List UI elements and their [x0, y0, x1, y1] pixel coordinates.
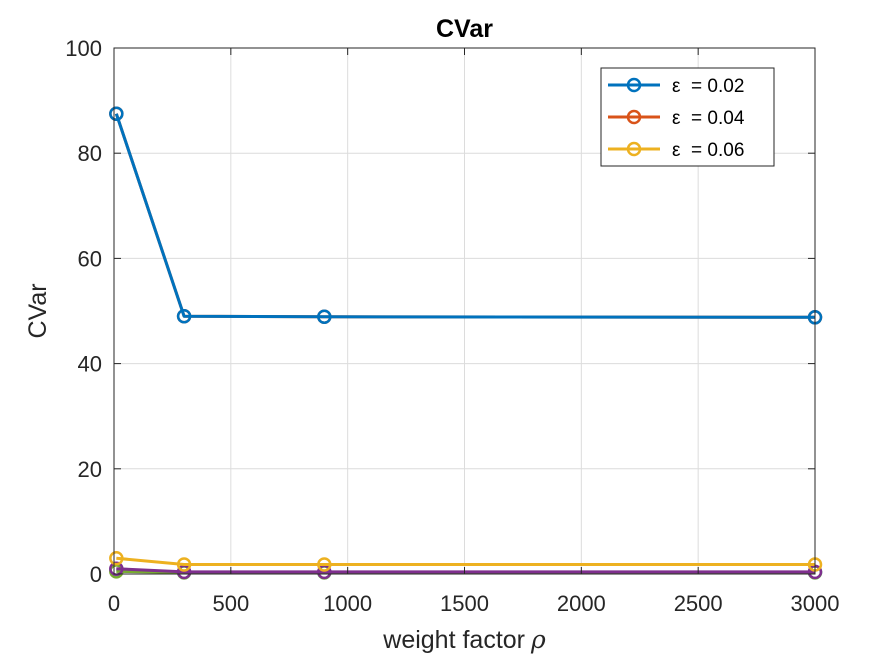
data-point	[317, 309, 332, 325]
x-tick-label: 500	[212, 591, 249, 616]
legend-items: ε = 0.02 ε = 0.04 ε = 0.06	[608, 76, 745, 161]
legend-marker	[626, 109, 642, 125]
legend-marker	[626, 141, 642, 157]
y-tick-labels: 0 20 40 60 80 100	[65, 36, 102, 587]
x-tick-label: 1500	[440, 591, 489, 616]
y-tick-label: 80	[78, 141, 102, 166]
series-0	[109, 106, 823, 325]
x-tick-label: 2000	[557, 591, 606, 616]
ticks	[113, 47, 816, 575]
legend-item: ε = 0.06	[608, 140, 744, 161]
legend-marker	[626, 77, 642, 93]
series-2	[109, 550, 823, 572]
data-point	[176, 557, 192, 572]
x-tick-labels: 0 500 1000 1500 2000 2500 3000	[108, 591, 840, 616]
legend: ε = 0.02 ε = 0.04 ε = 0.06	[600, 67, 775, 167]
data-point	[109, 550, 124, 566]
y-tick-label: 100	[65, 36, 102, 61]
data-point	[317, 557, 332, 572]
legend-item: ε = 0.04	[608, 108, 745, 129]
x-tick-label: 2500	[674, 591, 723, 616]
legend-label: ε = 0.02	[672, 76, 744, 97]
x-tick-label: 1000	[323, 591, 372, 616]
legend-label: ε = 0.04	[672, 108, 745, 129]
y-tick-label: 20	[78, 457, 102, 482]
x-tick-label: 0	[108, 591, 120, 616]
legend-label: ε = 0.06	[672, 140, 744, 161]
data-point	[109, 561, 124, 576]
data-point	[176, 309, 192, 324]
x-tick-label: 3000	[791, 591, 840, 616]
chart-title: CVar	[436, 15, 493, 43]
x-axis-label: weight factor ρ	[382, 625, 546, 654]
series-layer	[109, 106, 823, 580]
y-tick-label: 0	[90, 562, 102, 587]
series-line	[114, 113, 816, 319]
data-point	[109, 106, 124, 121]
y-tick-label: 40	[78, 352, 102, 377]
y-axis-label: CVar	[24, 283, 52, 338]
x-axis-label-text: weight factor	[382, 626, 525, 654]
x-axis-label-symbol: ρ	[530, 625, 546, 654]
series-line	[116, 567, 815, 574]
y-tick-label: 60	[78, 246, 102, 271]
series-line	[116, 556, 815, 567]
legend-item: ε = 0.02	[608, 76, 744, 97]
